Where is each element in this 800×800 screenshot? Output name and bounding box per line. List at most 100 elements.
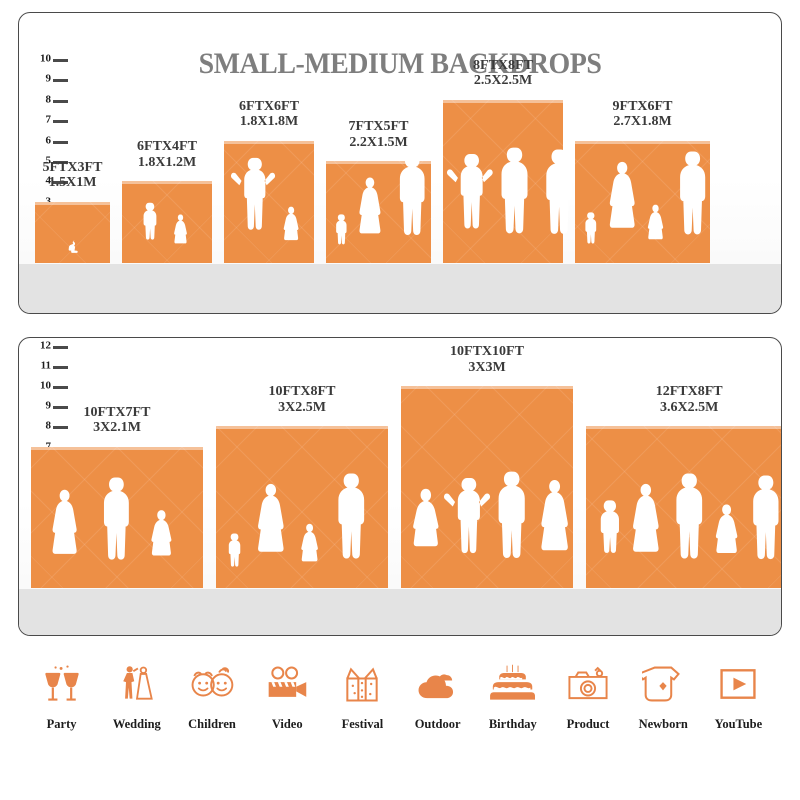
y-axis-tick-label: 9 — [45, 72, 52, 85]
use-case-strip: Party Wedding Children Video Festival Outdoor… — [0, 655, 800, 755]
use-case-label: Wedding — [112, 717, 161, 731]
use-case-item-festival[interactable]: Festival — [325, 655, 400, 732]
person-silhouette — [296, 522, 323, 591]
backdrop-size-bar — [401, 386, 573, 588]
person-silhouette — [279, 205, 303, 266]
movie-camera-icon — [264, 655, 310, 713]
y-axis-tick-label: 9 — [45, 399, 52, 412]
use-case-item-birthday[interactable]: Birthday — [475, 655, 550, 732]
use-case-label: Festival — [341, 717, 384, 731]
person-silhouette — [249, 482, 293, 591]
two-kid-faces-icon — [189, 655, 235, 713]
person-silhouette — [67, 239, 78, 266]
y-axis-tick — [53, 140, 68, 144]
bar-size-label-meters: 1.8X1.2M — [137, 155, 197, 171]
use-case-label: Birthday — [488, 717, 537, 731]
y-axis-tick-label: 8 — [45, 419, 52, 432]
bar-size-label-meters: 3X2.1M — [93, 420, 141, 436]
person-silhouette — [741, 474, 781, 591]
bar-top-highlight — [401, 386, 573, 389]
y-axis-tick — [53, 406, 68, 410]
chart-panel-small-medium: SMALL-MEDIUM BACKDROPS 12345678910 5FTX3… — [18, 12, 782, 314]
person-silhouette — [443, 476, 490, 591]
bar-size-label-feet: 10FTX10FT — [450, 344, 524, 359]
bar-top-highlight — [216, 426, 388, 430]
bar-size-label: 7FTX5FT 2.2X1.5M — [302, 119, 455, 150]
use-case-label: Children — [188, 717, 236, 731]
backdrop-size-bar — [122, 181, 212, 263]
y-axis-tick — [53, 120, 68, 124]
backdrop-size-bar — [216, 426, 388, 588]
use-case-label: Product — [566, 717, 610, 731]
person-silhouette — [388, 152, 434, 266]
bar-size-label-feet: 6FTX6FT — [239, 98, 299, 114]
use-case-label: Newborn — [638, 717, 688, 731]
person-silhouette — [534, 148, 581, 266]
bar-size-label-meters: 2.5X2.5M — [473, 73, 533, 89]
use-case-item-party[interactable]: Party — [24, 655, 99, 732]
bar-size-label-meters: 3.6X2.5M — [660, 400, 719, 416]
person-silhouette — [664, 472, 712, 591]
use-case-item-product[interactable]: Product — [550, 655, 625, 732]
bar-size-label-feet: 10FTX8FT — [268, 384, 336, 400]
person-silhouette — [326, 472, 374, 591]
use-case-label: Video — [271, 717, 303, 731]
photo-camera-icon — [565, 655, 611, 713]
bar-size-label-meters: 1.5X1M — [48, 175, 97, 191]
bar-top-highlight — [122, 181, 212, 185]
bar-size-label-meters: 3X2.5M — [278, 400, 326, 416]
bar-size-label-feet: 9FTX6FT — [612, 98, 673, 114]
y-axis-tick-label: 7 — [45, 113, 52, 126]
y-axis-tick-label: 7 — [46, 441, 52, 452]
person-silhouette — [170, 213, 191, 266]
bar-size-label-feet: 5FTX3FT — [42, 159, 103, 175]
bar-size-label: 12FTX8FT 3.6X2.5M — [562, 384, 781, 416]
bar-top-highlight — [35, 201, 110, 205]
person-silhouette — [532, 478, 577, 591]
person-silhouette — [601, 160, 643, 266]
person-silhouette — [352, 176, 388, 266]
person-silhouette — [145, 508, 178, 591]
chart-1-floor — [19, 264, 781, 313]
bar-size-label: 5FTX3FT 1.5X1M — [19, 159, 134, 191]
bar-size-label-feet: 6FTX4FT — [137, 139, 197, 155]
y-axis-tick-label: 6 — [45, 134, 52, 147]
person-silhouette — [92, 476, 138, 591]
use-case-label: Outdoor — [414, 717, 461, 731]
use-case-item-outdoor[interactable]: Outdoor — [400, 655, 475, 732]
bar-size-label-meters: 2.2X1.5M — [349, 134, 408, 150]
y-axis-tick — [53, 181, 68, 185]
person-silhouette — [624, 482, 668, 591]
bar-top-highlight — [575, 140, 710, 144]
y-axis-tick-label: 10 — [40, 379, 51, 392]
bar-size-label-feet: 10FTX7FT — [83, 404, 151, 420]
person-silhouette — [579, 211, 601, 266]
person-silhouette — [136, 201, 162, 266]
y-axis-tick-label: 10 — [40, 52, 51, 65]
y-axis-tick-label: 12 — [40, 339, 51, 352]
use-case-item-video[interactable]: Video — [250, 655, 325, 732]
bar-top-highlight — [31, 446, 203, 450]
use-case-item-wedding[interactable]: Wedding — [99, 655, 174, 732]
person-silhouette — [590, 498, 627, 591]
use-case-item-newborn[interactable]: Newborn — [626, 655, 701, 732]
use-case-label: Party — [46, 717, 77, 731]
bar-top-highlight — [586, 426, 781, 430]
person-silhouette — [709, 502, 745, 591]
bar-top-highlight — [224, 140, 314, 144]
bar-size-label-meters: 3X3M — [468, 359, 506, 375]
person-silhouette — [222, 532, 245, 591]
chart-2-floor — [19, 589, 781, 635]
person-silhouette — [405, 486, 447, 591]
use-case-item-children[interactable]: Children — [174, 655, 249, 732]
use-case-item-youtube[interactable]: YouTube — [701, 655, 776, 732]
person-silhouette — [231, 156, 276, 266]
y-axis-tick — [53, 59, 68, 62]
bar-size-label: 10FTX10FT 3X3M — [377, 344, 597, 375]
y-axis-tick-label: 4 — [45, 174, 52, 187]
bar-size-label-feet: 8FTX8FT — [473, 57, 533, 73]
bar-size-label: 6FTX6FT 1.8X1.8M — [200, 99, 338, 130]
page-title: SMALL-MEDIUM BACKDROPS — [198, 47, 602, 80]
bar-size-label-feet: 7FTX5FT — [348, 119, 409, 134]
